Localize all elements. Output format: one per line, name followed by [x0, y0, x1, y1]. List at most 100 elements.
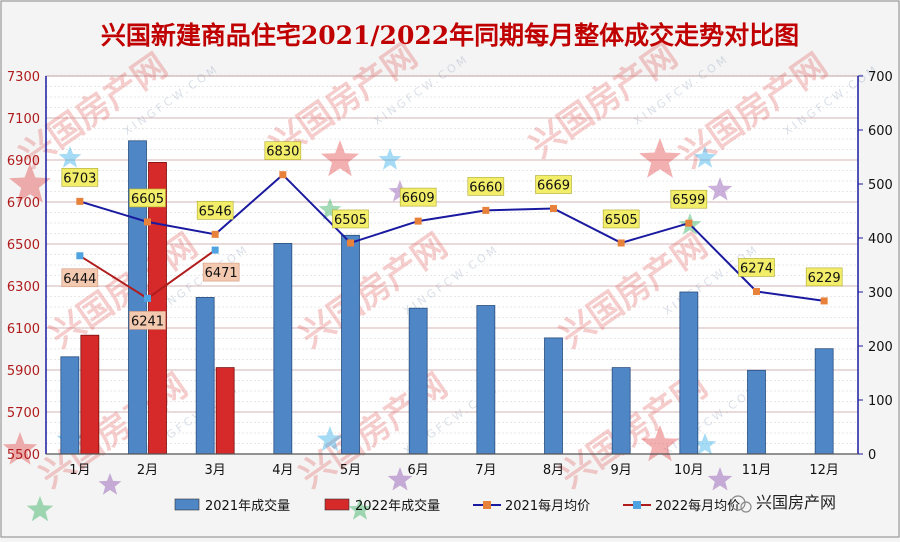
legend-swatch	[174, 498, 200, 511]
left-tick-label: 7300	[7, 70, 40, 85]
bar-2021	[60, 356, 80, 455]
right-tick-label: 500	[868, 178, 893, 193]
data-label-bg	[467, 177, 505, 196]
data-label-bg	[61, 268, 99, 288]
decor-star-icon	[641, 425, 679, 462]
decor-star-icon	[2, 432, 38, 465]
data-label-bg	[399, 187, 437, 207]
right-tick-label: 700	[868, 70, 893, 85]
legend-swatch	[324, 498, 350, 511]
decor-star-icon	[26, 496, 54, 522]
x-tick-label: 7月	[475, 463, 496, 478]
bar-2021	[814, 348, 834, 455]
decor-star-icon	[707, 467, 733, 491]
x-tick-label: 1月	[69, 463, 90, 478]
legend-label: 2022每月均价	[655, 498, 740, 514]
data-label-2021: 6546	[199, 204, 232, 219]
data-label-bg	[129, 311, 166, 330]
bar-2021	[273, 242, 293, 455]
left-tick-label: 5700	[7, 406, 40, 421]
footer-brand: 兴国房产网	[756, 493, 836, 512]
bar-2021	[195, 296, 215, 455]
right-tick-label: 300	[868, 286, 893, 301]
series-2022-price-point	[144, 294, 151, 302]
data-label-2021: 6505	[334, 213, 367, 228]
data-label-bg	[264, 141, 302, 160]
data-label-2021: 6669	[537, 179, 570, 194]
left-tick-label: 6700	[7, 196, 40, 211]
decor-star-icon	[348, 498, 372, 520]
bar-2022	[215, 367, 235, 455]
chart-title: 兴国新建商品住宅2021/2022年同期每月整体成交走势对比图	[101, 21, 799, 50]
x-tick-label: 5月	[340, 463, 361, 478]
bar-2021	[408, 307, 428, 455]
left-tick-label: 7100	[7, 112, 40, 127]
legend-label: 2022年成交量	[355, 498, 440, 514]
decor-star-icon	[387, 467, 413, 491]
left-tick-label: 6300	[7, 280, 40, 295]
bar-2021	[679, 291, 699, 455]
data-label-bg	[61, 168, 99, 187]
decor-star-icon	[316, 426, 344, 452]
x-tick-label: 12月	[809, 463, 839, 478]
series-2021-price-point	[144, 218, 151, 226]
wechat-icon-small	[740, 501, 752, 513]
decor-star-icon	[98, 473, 122, 495]
x-tick-label: 11月	[742, 463, 772, 478]
left-tick-label: 6100	[7, 322, 40, 337]
bar-2021	[128, 140, 147, 455]
data-label-bg	[196, 201, 234, 220]
bar-2021	[544, 337, 563, 455]
right-tick-label: 600	[868, 124, 893, 139]
decor-star-icon	[693, 146, 717, 168]
series-2021-price-line	[79, 173, 825, 302]
data-label-2021: 6229	[808, 271, 841, 286]
data-label-bg	[805, 267, 843, 287]
series-2021-price-point	[617, 239, 625, 247]
x-tick-label: 9月	[611, 463, 632, 478]
bar-2021	[611, 367, 631, 455]
x-tick-label: 3月	[205, 463, 226, 478]
bar-2022	[80, 334, 100, 455]
legend-label: 2021年成交量	[205, 498, 290, 514]
series-2022-price-point	[211, 246, 219, 254]
data-label-2022: 6471	[205, 266, 238, 281]
decor-star-icon	[693, 433, 717, 455]
x-tick-label: 4月	[272, 463, 293, 478]
series-2021-price-point	[482, 206, 490, 214]
left-tick-label: 5500	[7, 448, 40, 463]
data-label-bg	[602, 209, 640, 229]
left-tick-label: 6500	[7, 238, 40, 253]
data-label-2021: 6274	[740, 261, 773, 276]
decor-star-icon	[707, 177, 733, 201]
decor-star-icon	[321, 140, 359, 177]
x-tick-label: 2月	[137, 463, 158, 478]
series-2021-price-point	[76, 197, 84, 205]
x-tick-label: 6月	[408, 463, 429, 478]
data-label-2021: 6599	[672, 193, 705, 208]
legend-label: 2021每月均价	[505, 498, 590, 514]
decor-star-icon	[58, 146, 82, 168]
left-tick-label: 5900	[7, 364, 40, 379]
data-label-2021: 6609	[402, 191, 435, 206]
legend-swatch-marker	[483, 501, 491, 509]
series-2021-price-point	[414, 217, 422, 225]
right-tick-label: 100	[868, 394, 893, 409]
data-label-bg	[738, 258, 775, 277]
series-2021-price-point	[753, 287, 760, 295]
data-label-2022: 6241	[131, 314, 164, 329]
data-label-bg	[670, 189, 708, 209]
decor-star-icon	[378, 148, 402, 170]
data-label-2021: 6660	[469, 180, 502, 195]
legend-swatch-marker	[633, 501, 641, 509]
data-label-2021: 6830	[266, 145, 299, 160]
series-2021-price-point	[347, 239, 354, 247]
series-2021-price-point	[279, 171, 287, 179]
x-tick-label: 10月	[674, 463, 704, 478]
left-tick-label: 6900	[7, 154, 40, 169]
decor-star-icon	[9, 163, 51, 203]
series-2021-price-point	[685, 219, 693, 227]
decor-star-icon	[318, 198, 342, 220]
